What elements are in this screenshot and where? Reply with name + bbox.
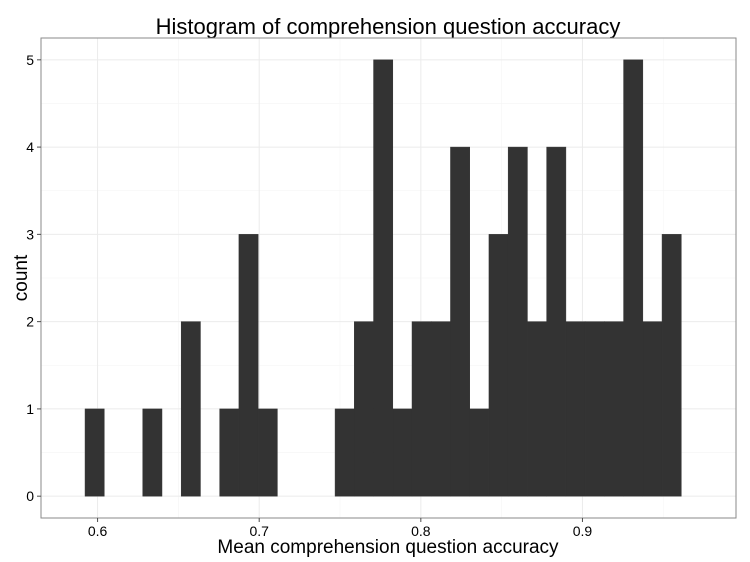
y-tick-label: 2: [26, 314, 34, 330]
histogram-bar: [373, 59, 394, 497]
y-tick-label: 0: [26, 488, 34, 504]
chart-title: Histogram of comprehension question accu…: [156, 14, 621, 39]
histogram-bar: [450, 146, 470, 497]
histogram-bar: [392, 408, 413, 497]
y-tick-label: 1: [26, 401, 34, 417]
histogram-bar: [219, 408, 240, 497]
histogram-bar: [238, 234, 259, 497]
y-axis: 0 1 2 3 4 5: [26, 52, 41, 504]
x-tick-label: 0.8: [411, 523, 431, 539]
histogram-bar: [623, 59, 644, 497]
histogram-bar: [142, 408, 163, 497]
histogram-bar: [257, 408, 278, 497]
x-axis-label: Mean comprehension question accuracy: [217, 537, 559, 558]
histogram-bar: [84, 408, 105, 497]
histogram-bar: [604, 321, 624, 497]
histogram-bar: [354, 321, 374, 497]
histogram-bar: [661, 234, 682, 497]
x-axis: 0.6 0.7 0.8 0.9: [88, 518, 593, 539]
histogram-bar: [488, 234, 509, 497]
histogram-bar: [180, 321, 201, 497]
histogram-bar: [411, 321, 432, 497]
x-tick-label: 0.7: [249, 523, 269, 539]
histogram-bar: [469, 408, 490, 497]
y-axis-label: count: [11, 254, 32, 301]
histogram-bar: [334, 408, 355, 497]
x-tick-label: 0.6: [88, 523, 108, 539]
histogram-bar: [642, 321, 663, 497]
histogram-bar: [527, 321, 547, 497]
histogram-bar: [584, 321, 605, 497]
plot-panel: [40, 37, 737, 519]
y-tick-label: 3: [26, 226, 34, 242]
histogram-bars: [84, 59, 682, 497]
y-tick-label: 5: [26, 52, 34, 68]
y-tick-label: 4: [26, 139, 34, 155]
histogram-bar: [546, 146, 567, 497]
x-tick-label: 0.9: [573, 523, 593, 539]
histogram-bar: [431, 321, 451, 497]
histogram-bar: [507, 146, 528, 497]
histogram-bar: [565, 321, 586, 497]
